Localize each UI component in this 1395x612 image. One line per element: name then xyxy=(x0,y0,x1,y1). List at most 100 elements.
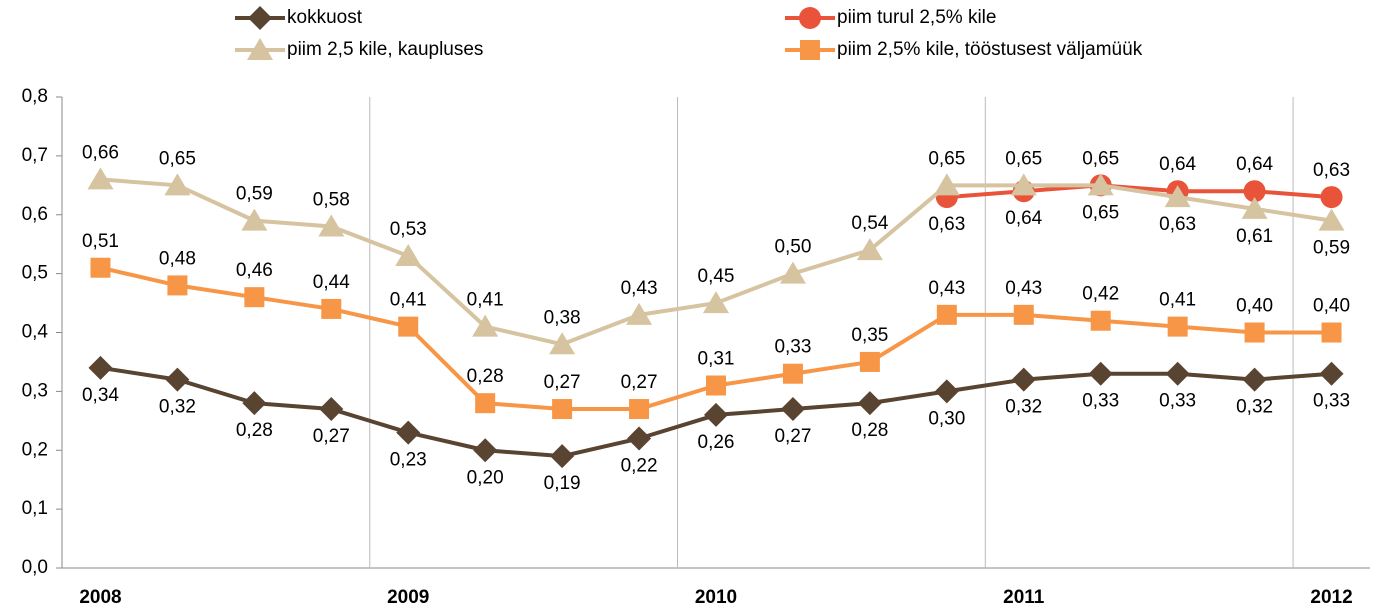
point xyxy=(1010,173,1037,196)
data-label: 0,33 xyxy=(1313,391,1350,412)
data-label: 0,43 xyxy=(621,278,658,299)
point xyxy=(1165,361,1190,386)
data-label: 0,65 xyxy=(159,148,196,169)
point xyxy=(779,261,806,284)
point xyxy=(167,275,188,296)
point xyxy=(321,298,342,319)
point xyxy=(780,397,805,422)
point xyxy=(936,304,957,325)
point xyxy=(626,302,653,325)
x-tick-label: 2008 xyxy=(79,587,121,608)
data-label: 0,31 xyxy=(698,349,735,370)
point xyxy=(1321,322,1342,343)
data-label: 0,42 xyxy=(1082,284,1119,305)
data-label: 0,50 xyxy=(774,237,811,258)
data-label: 0,32 xyxy=(1005,397,1042,418)
y-tick-label: 0,6 xyxy=(22,204,48,225)
data-label: 0,22 xyxy=(621,455,658,476)
data-label: 0,44 xyxy=(313,272,350,293)
point xyxy=(857,391,882,416)
legend-marker xyxy=(248,6,272,30)
data-label: 0,63 xyxy=(1313,160,1350,181)
point xyxy=(1243,180,1266,203)
point xyxy=(398,316,419,337)
data-label: 0,40 xyxy=(1313,296,1350,317)
series xyxy=(88,355,1344,469)
data-label: 0,59 xyxy=(1313,238,1350,259)
data-label: 0,66 xyxy=(82,142,119,163)
point xyxy=(1167,316,1188,337)
data-label: 0,65 xyxy=(1005,148,1042,169)
data-label: 0,64 xyxy=(1005,208,1042,229)
data-label: 0,19 xyxy=(544,473,581,494)
point xyxy=(933,173,960,196)
data-label: 0,58 xyxy=(313,190,350,211)
series xyxy=(87,167,1345,355)
data-label: 0,20 xyxy=(467,467,504,488)
series xyxy=(90,257,1342,420)
x-tick-label: 2012 xyxy=(1310,587,1352,608)
y-tick-label: 0,4 xyxy=(22,322,49,343)
point xyxy=(244,287,265,308)
legend-marker xyxy=(799,7,821,29)
legend-label: piim 2,5 kile, kaupluses xyxy=(287,39,483,60)
point xyxy=(87,167,114,190)
data-label: 0,35 xyxy=(851,325,888,346)
data-label: 0,65 xyxy=(1082,202,1119,223)
y-tick-label: 0,1 xyxy=(22,498,48,519)
point xyxy=(1013,304,1034,325)
data-label: 0,34 xyxy=(82,385,119,406)
data-label: 0,33 xyxy=(774,337,811,358)
data-label: 0,28 xyxy=(851,420,888,441)
data-label: 0,61 xyxy=(1236,226,1273,247)
data-label: 0,23 xyxy=(390,450,427,471)
data-label: 0,27 xyxy=(544,372,581,393)
point xyxy=(90,257,111,278)
data-label: 0,46 xyxy=(236,260,273,281)
point xyxy=(934,379,959,404)
data-label: 0,43 xyxy=(1005,278,1042,299)
point xyxy=(88,355,113,380)
x-tick-label: 2010 xyxy=(695,587,737,608)
line xyxy=(946,183,1332,200)
point xyxy=(706,375,726,396)
legend-label: piim 2,5% kile, tööstusest väljamüük xyxy=(837,39,1143,60)
data-label: 0,63 xyxy=(1159,214,1196,235)
point xyxy=(1319,361,1344,386)
point xyxy=(1244,322,1265,343)
point xyxy=(782,363,803,384)
point xyxy=(164,173,191,196)
y-tick-label: 0,5 xyxy=(22,263,48,284)
y-tick-label: 0,0 xyxy=(22,557,48,578)
point xyxy=(552,399,573,420)
data-label: 0,64 xyxy=(1159,154,1196,175)
y-tick-label: 0,3 xyxy=(22,380,48,401)
data-label: 0,27 xyxy=(621,372,658,393)
point xyxy=(1241,196,1268,219)
data-label: 0,30 xyxy=(928,408,965,429)
data-label: 0,41 xyxy=(467,290,504,311)
data-label: 0,27 xyxy=(313,426,350,447)
legend-label: kokkuost xyxy=(287,7,363,28)
y-tick-label: 0,7 xyxy=(22,145,48,166)
point xyxy=(1088,361,1113,386)
point xyxy=(318,214,345,237)
y-tick-label: 0,2 xyxy=(22,439,48,460)
data-label: 0,63 xyxy=(928,214,965,235)
x-tick-label: 2011 xyxy=(1003,587,1045,608)
data-label: 0,26 xyxy=(698,432,735,453)
data-label: 0,32 xyxy=(1236,397,1273,418)
point xyxy=(1318,208,1345,231)
data-label: 0,41 xyxy=(1159,290,1196,311)
point xyxy=(242,391,267,416)
point xyxy=(629,399,650,420)
data-label: 0,41 xyxy=(390,290,427,311)
data-label: 0,33 xyxy=(1082,391,1119,412)
point xyxy=(473,438,498,463)
data-label: 0,64 xyxy=(1236,154,1273,175)
legend-label: piim turul 2,5% kile xyxy=(837,7,996,28)
data-label: 0,65 xyxy=(1082,148,1119,169)
point xyxy=(1320,186,1343,209)
data-label: 0,33 xyxy=(1159,391,1196,412)
